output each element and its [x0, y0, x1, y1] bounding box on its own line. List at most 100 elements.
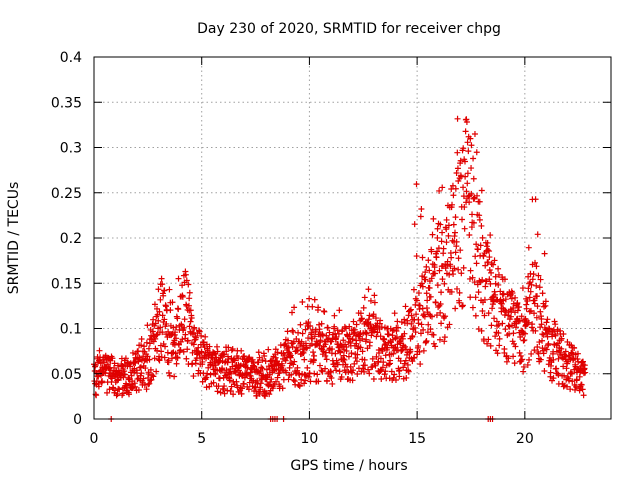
data-point — [418, 205, 425, 212]
data-point — [532, 259, 539, 266]
data-point — [284, 328, 291, 335]
data-point — [163, 320, 170, 327]
data-point — [333, 367, 340, 374]
data-point — [104, 389, 111, 396]
data-point — [477, 242, 484, 249]
data-point — [413, 253, 420, 260]
data-point — [340, 337, 347, 344]
data-point — [285, 376, 292, 383]
data-point — [171, 373, 178, 380]
data-point — [432, 270, 439, 277]
data-point — [337, 349, 344, 356]
data-point — [250, 360, 257, 367]
data-point — [238, 385, 245, 392]
data-point — [479, 308, 486, 315]
data-point — [219, 365, 226, 372]
data-point — [354, 371, 361, 378]
data-point — [546, 354, 553, 361]
data-point — [169, 355, 176, 362]
data-point — [391, 310, 398, 317]
data-point — [381, 371, 388, 378]
y-tick-label: 0.15 — [51, 276, 82, 292]
data-point — [436, 267, 443, 274]
data-point — [297, 321, 304, 328]
data-point — [407, 348, 414, 355]
data-point — [533, 314, 540, 321]
data-point — [510, 353, 517, 360]
data-point — [486, 248, 493, 255]
data-point — [405, 368, 412, 375]
data-point — [269, 357, 276, 364]
data-point — [353, 340, 360, 347]
data-point — [331, 323, 338, 330]
data-point — [237, 384, 244, 391]
data-point — [166, 372, 173, 379]
axis-ticks — [93, 56, 611, 420]
data-point — [416, 348, 423, 355]
data-point — [482, 283, 489, 290]
data-point — [373, 353, 380, 360]
data-point — [357, 344, 364, 351]
data-point — [401, 316, 408, 323]
y-tick-labels: 0 0.05 0.1 0.15 0.2 0.25 0.3 0.35 0.4 — [51, 50, 82, 428]
data-point — [345, 353, 352, 360]
data-point — [478, 222, 485, 229]
data-point — [563, 365, 570, 372]
data-point — [160, 292, 167, 299]
data-point — [568, 349, 575, 356]
data-point — [466, 275, 473, 282]
data-point — [236, 363, 243, 370]
data-point — [492, 333, 499, 340]
data-point — [489, 305, 496, 312]
data-point — [137, 372, 144, 379]
data-point — [537, 308, 544, 315]
data-point — [165, 359, 172, 366]
data-point — [419, 283, 426, 290]
data-point — [457, 157, 464, 164]
data-point — [481, 312, 488, 319]
data-point — [571, 345, 578, 352]
data-point — [524, 361, 531, 368]
data-point — [220, 386, 227, 393]
data-point — [175, 306, 182, 313]
data-point — [312, 326, 319, 333]
data-point — [226, 377, 233, 384]
data-point — [140, 375, 147, 382]
data-point — [425, 321, 432, 328]
data-point — [437, 309, 444, 316]
data-point — [468, 142, 475, 149]
data-point — [488, 322, 495, 329]
data-point — [445, 222, 452, 229]
data-point — [311, 296, 318, 303]
data-point — [363, 329, 370, 336]
data-point — [552, 321, 559, 328]
data-point — [157, 296, 164, 303]
data-point — [532, 327, 539, 334]
data-point — [512, 294, 519, 301]
data-point — [122, 355, 129, 362]
data-point — [528, 281, 535, 288]
data-point — [482, 262, 489, 269]
data-point — [417, 361, 424, 368]
data-point — [407, 306, 414, 313]
data-point — [516, 349, 523, 356]
data-point — [143, 386, 150, 393]
data-point — [156, 308, 163, 315]
data-point — [535, 272, 542, 279]
data-point — [336, 368, 343, 375]
data-point — [286, 364, 293, 371]
data-point — [452, 305, 459, 312]
data-point — [351, 360, 358, 367]
data-point — [423, 263, 430, 270]
data-point — [341, 356, 348, 363]
data-point — [329, 346, 336, 353]
data-point — [447, 263, 454, 270]
data-point — [314, 371, 321, 378]
data-point — [561, 372, 568, 379]
data-point — [518, 357, 525, 364]
data-point — [538, 321, 545, 328]
data-point — [441, 338, 448, 345]
data-point — [317, 337, 324, 344]
data-point — [151, 355, 158, 362]
data-point — [439, 184, 446, 191]
